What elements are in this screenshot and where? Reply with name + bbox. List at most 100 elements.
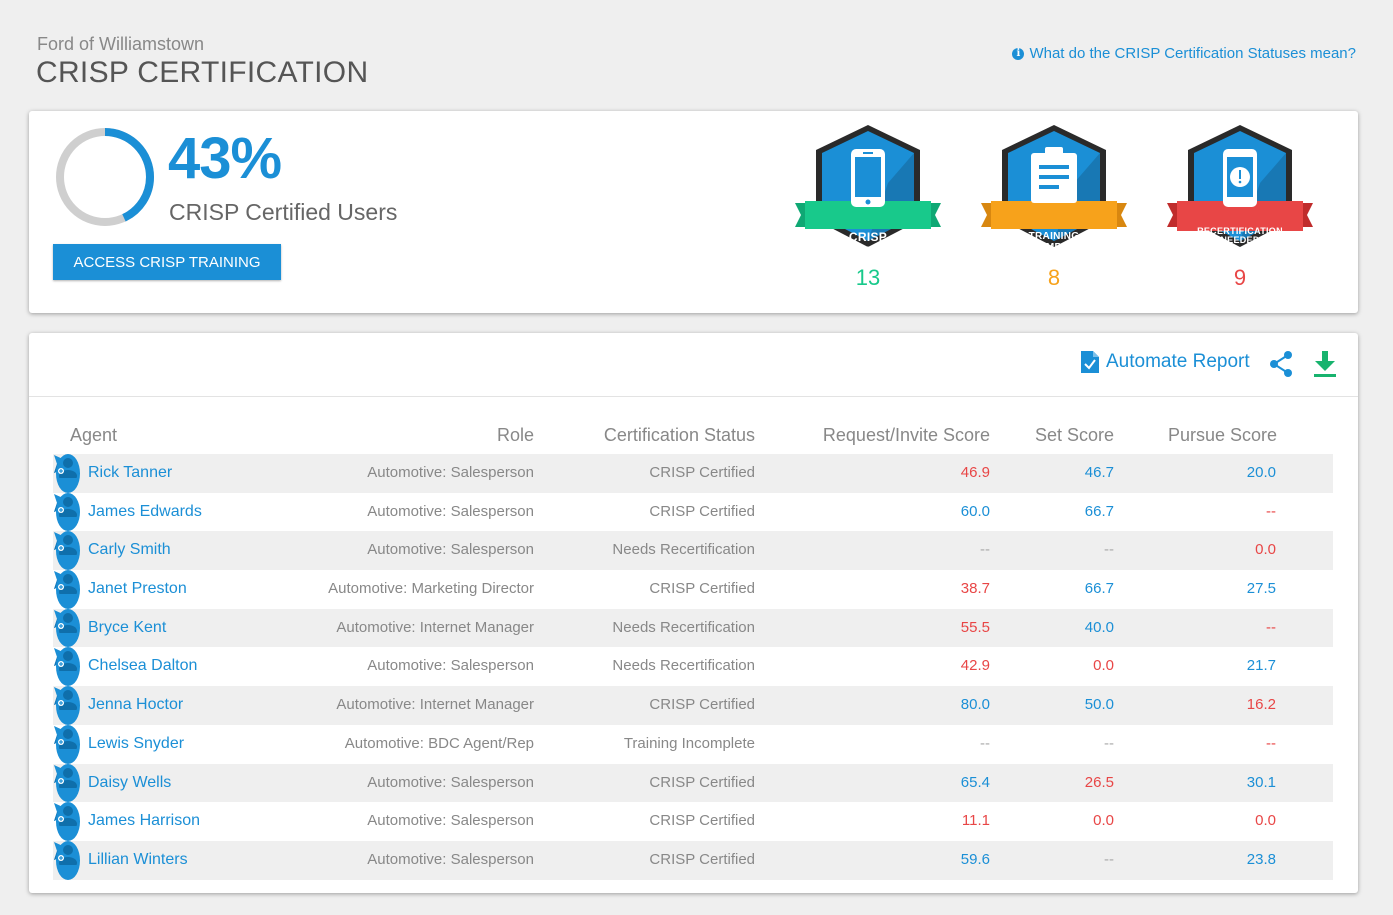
certification-status: CRISP Certified (649, 773, 755, 791)
set-score: -- (1104, 850, 1114, 868)
agent-role: Automotive: Internet Manager (336, 696, 534, 714)
certified-progress-donut (56, 128, 154, 226)
pursue-score: 30.1 (1246, 773, 1276, 791)
training-incomplete-label: TRAINING INCOMPLETE (1019, 231, 1089, 253)
column-set-score[interactable]: Set Score (1034, 425, 1114, 445)
request-invite-score: -- (980, 734, 990, 752)
table-row[interactable]: Janet Preston Automotive: Marketing Dire… (53, 570, 1333, 609)
agent-role: Automotive: Salesperson (367, 502, 534, 520)
set-score: 50.0 (1084, 696, 1114, 714)
set-score: 0.0 (1093, 812, 1114, 830)
table-row[interactable]: Jenna Hoctor Automotive: Internet Manage… (53, 686, 1333, 725)
agent-role: Automotive: Salesperson (367, 812, 534, 830)
agent-name-link[interactable]: Rick Tanner (88, 464, 173, 481)
set-score: 40.0 (1084, 618, 1114, 636)
agent-name-link[interactable]: Carly Smith (88, 541, 171, 559)
request-invite-score: 42.9 (960, 657, 990, 675)
agent-role: Automotive: Salesperson (367, 773, 534, 791)
share-icon[interactable] (1268, 350, 1294, 378)
agent-name-link[interactable]: Janet Preston (88, 580, 187, 598)
report-toolbar: Automate Report (29, 333, 1358, 397)
table-row[interactable]: Chelsea Dalton Automotive: Salesperson N… (53, 647, 1333, 687)
request-invite-score: 65.4 (960, 773, 990, 791)
help-link-label: What do the CRISP Certification Statuses… (1029, 45, 1356, 62)
pursue-score: -- (1266, 734, 1276, 752)
access-crisp-training-button[interactable]: ACCESS CRISP TRAINING (53, 244, 281, 280)
crisp-certified-label: CRISP CERTIFIED (834, 230, 902, 258)
avatar-icon (56, 763, 80, 803)
certification-status: Needs Recertification (612, 541, 755, 559)
agent-role: Automotive: BDC Agent/Rep (344, 734, 534, 752)
certification-status: CRISP Certified (649, 464, 755, 481)
request-invite-score: 55.5 (960, 618, 990, 636)
avatar-icon (56, 802, 80, 841)
crisp-certified-badge[interactable]: CRISP CERTIFIED 13 (793, 123, 943, 293)
certified-percent-label: CRISP Certified Users (169, 199, 398, 225)
set-score: 26.5 (1084, 773, 1114, 791)
clipboard-icon (1031, 147, 1077, 203)
table-row[interactable]: Lewis Snyder Automotive: BDC Agent/Rep T… (53, 724, 1333, 764)
certification-status: Needs Recertification (612, 657, 755, 675)
request-invite-score: 46.9 (960, 464, 990, 481)
training-incomplete-count: 8 (1047, 265, 1061, 290)
column-role[interactable]: Role (496, 425, 534, 445)
request-invite-score: 60.0 (960, 502, 990, 520)
phone-icon (851, 149, 885, 207)
column-pursue-score[interactable]: Pursue Score (1167, 425, 1277, 445)
agent-name-link[interactable]: Jenna Hoctor (88, 696, 184, 714)
download-icon[interactable] (1313, 350, 1337, 378)
avatar-icon (56, 570, 80, 609)
request-invite-score: 59.6 (960, 850, 990, 868)
pursue-score: 0.0 (1255, 541, 1276, 559)
column-agent[interactable]: Agent (70, 425, 118, 445)
certification-status: CRISP Certified (649, 850, 755, 868)
set-score: -- (1104, 734, 1114, 752)
certification-status: Needs Recertification (612, 618, 755, 636)
table-row[interactable]: Lillian Winters Automotive: Salesperson … (53, 840, 1333, 880)
pursue-score: -- (1266, 618, 1276, 636)
table-row[interactable]: Bryce Kent Automotive: Internet Manager … (53, 608, 1333, 648)
certification-status: CRISP Certified (649, 696, 755, 714)
agent-role: Automotive: Salesperson (367, 850, 534, 868)
automate-report-button[interactable]: Automate Report (1080, 350, 1250, 374)
agent-name-link[interactable]: James Edwards (88, 502, 202, 520)
certification-status: CRISP Certified (649, 812, 755, 830)
agent-name-link[interactable]: Lillian Winters (88, 850, 188, 868)
agents-table-card: Automate Report Agent Role Certification… (29, 333, 1358, 893)
set-score: 66.7 (1084, 502, 1114, 520)
table-row[interactable]: James Harrison Automotive: Salesperson C… (53, 802, 1333, 841)
recertification-needed-badge-graphic (1167, 125, 1313, 247)
certification-status: CRISP Certified (649, 502, 755, 520)
training-incomplete-badge[interactable]: TRAINING INCOMPLETE 8 (979, 123, 1129, 293)
avatar-icon (56, 531, 80, 571)
table-row[interactable]: Daisy Wells Automotive: Salesperson CRIS… (53, 763, 1333, 803)
pursue-score: 23.8 (1246, 850, 1276, 868)
table-row[interactable]: James Edwards Automotive: Salesperson CR… (53, 492, 1333, 532)
dealer-name: Ford of Williamstown (37, 34, 205, 54)
table-row[interactable]: Carly Smith Automotive: Salesperson Need… (53, 531, 1333, 571)
pursue-score: 21.7 (1246, 657, 1276, 675)
table-row[interactable]: Rick Tanner Automotive: Salesperson CRIS… (53, 454, 1333, 493)
recertification-needed-badge[interactable]: RECERTIFICATION NEEDED 9 (1165, 123, 1315, 293)
request-invite-score: 38.7 (960, 580, 990, 598)
training-incomplete-badge-graphic (981, 125, 1127, 247)
page-title: CRISP CERTIFICATION (36, 56, 369, 89)
certification-status-help-link[interactable]: i What do the CRISP Certification Status… (1012, 45, 1356, 62)
column-certification-status[interactable]: Certification Status (603, 425, 755, 445)
agent-name-link[interactable]: Daisy Wells (88, 773, 172, 791)
agent-name-link[interactable]: Lewis Snyder (88, 734, 185, 752)
set-score: 66.7 (1084, 580, 1114, 598)
crisp-certified-count: 13 (855, 265, 881, 290)
certification-summary-card: 43% CRISP Certified Users ACCESS CRISP T… (29, 111, 1358, 313)
agent-role: Automotive: Marketing Director (328, 580, 534, 598)
set-score: 0.0 (1093, 657, 1114, 675)
crisp-certified-badge-graphic (795, 125, 941, 247)
column-request-invite-score[interactable]: Request/Invite Score (822, 425, 990, 445)
pursue-score: -- (1266, 502, 1276, 520)
phone-alert-icon (1223, 149, 1257, 207)
agent-name-link[interactable]: Chelsea Dalton (88, 657, 198, 675)
agent-role: Automotive: Salesperson (367, 657, 534, 675)
document-check-icon (1081, 351, 1099, 373)
agent-name-link[interactable]: James Harrison (88, 812, 201, 830)
agent-name-link[interactable]: Bryce Kent (88, 618, 167, 636)
